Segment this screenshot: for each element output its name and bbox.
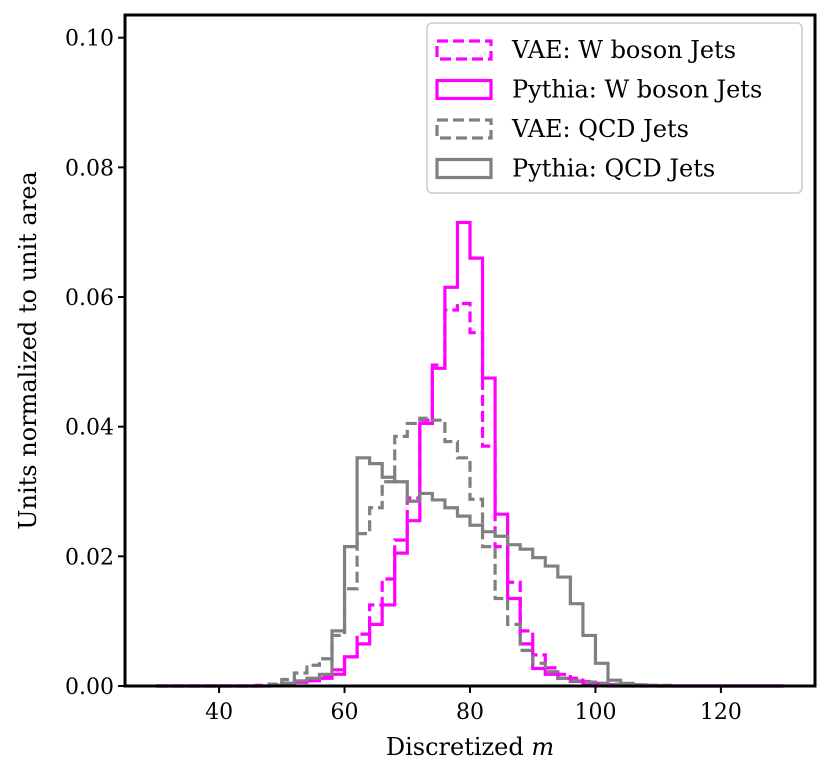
x-tick-label: 60: [331, 700, 359, 725]
x-tick-label: 100: [574, 700, 616, 725]
series-pythia-qcd-jets: [156, 456, 784, 688]
x-axis-label-variable: m: [531, 733, 554, 761]
legend-box: [426, 22, 803, 194]
series-layer: [156, 220, 784, 688]
legend-swatch-pythia-w-boson-jets: [435, 78, 493, 101]
y-tick-label: 0.02: [65, 545, 114, 570]
x-axis-label-text: Discretized: [386, 733, 524, 761]
legend-swatch-pythia-qcd-jets: [435, 157, 493, 180]
y-axis: 0.00 0.02 0.04 0.06 0.08 0.10: [65, 27, 125, 700]
x-tick-label: 120: [700, 700, 742, 725]
legend-label-pythia-qcd-jets: Pythia: QCD Jets: [512, 155, 715, 183]
legend-swatch-vae-qcd-jets: [435, 118, 493, 140]
x-tick-label: 80: [456, 700, 484, 725]
series-pythia-w-boson-jets: [156, 220, 784, 688]
x-axis-label: Discretized m: [386, 733, 554, 761]
y-tick-label: 0.00: [65, 675, 114, 700]
y-tick-label: 0.06: [65, 286, 114, 311]
x-tick-label: 40: [205, 700, 233, 725]
legend-label-pythia-w-boson-jets: Pythia: W boson Jets: [512, 76, 762, 104]
x-axis: 40 60 80 100 120: [205, 686, 742, 725]
y-tick-label: 0.04: [65, 416, 114, 441]
legend: VAE: W boson Jets Pythia: W boson Jets VAE…: [426, 22, 803, 194]
series-vae-qcd-jets: [156, 416, 784, 688]
y-tick-label: 0.08: [65, 156, 114, 181]
y-axis-label: Units normalized to unit area: [14, 171, 42, 529]
y-tick-label: 0.10: [65, 27, 114, 52]
legend-label-vae-w-boson-jets: VAE: W boson Jets: [511, 36, 736, 64]
legend-swatch-vae-w-boson-jets: [435, 39, 493, 61]
legend-label-vae-qcd-jets: VAE: QCD Jets: [511, 115, 689, 143]
